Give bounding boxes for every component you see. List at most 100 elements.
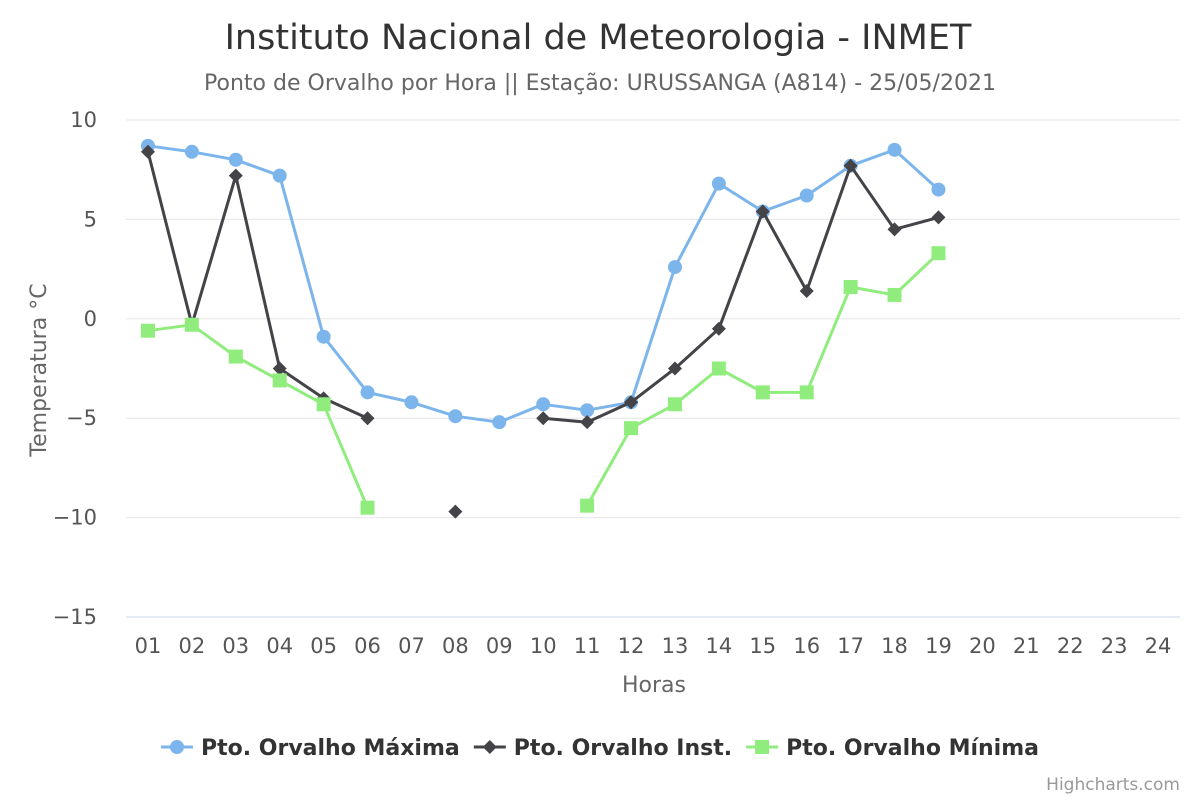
data-point[interactable] <box>316 397 331 412</box>
chart-title: Instituto Nacional de Meteorologia - INM… <box>225 18 972 58</box>
data-point[interactable] <box>228 168 243 183</box>
x-tick-label: 13 <box>662 634 689 658</box>
x-tick-label: 02 <box>179 634 206 658</box>
data-point[interactable] <box>360 500 375 515</box>
legend-item[interactable]: Pto. Orvalho Inst. <box>473 736 732 761</box>
x-tick-label: 23 <box>1101 634 1128 658</box>
data-point[interactable] <box>887 287 902 302</box>
x-tick-label: 06 <box>354 634 381 658</box>
y-tick-label: −15 <box>53 605 97 629</box>
x-tick-label: 17 <box>837 634 864 658</box>
x-tick-label: 01 <box>135 634 162 658</box>
data-point[interactable] <box>667 260 682 275</box>
series-2 <box>140 144 946 519</box>
data-point[interactable] <box>755 385 770 400</box>
x-tick-label: 15 <box>749 634 776 658</box>
series-1 <box>140 138 946 430</box>
x-axis-title: Horas <box>622 673 686 698</box>
series-3 <box>140 246 946 515</box>
y-tick-label: 10 <box>70 108 97 132</box>
x-tick-label: 19 <box>925 634 952 658</box>
data-point[interactable] <box>272 168 287 183</box>
data-point[interactable] <box>448 504 463 519</box>
data-point[interactable] <box>931 246 946 261</box>
x-tick-label: 09 <box>486 634 513 658</box>
data-point[interactable] <box>887 142 902 157</box>
data-point[interactable] <box>799 188 814 203</box>
y-axis-ticks: 10 5 0 −5 −10 −15 <box>53 108 97 629</box>
chart-subtitle: Ponto de Orvalho por Hora || Estação: UR… <box>204 71 996 96</box>
data-point[interactable] <box>624 395 639 410</box>
data-point[interactable] <box>536 411 551 426</box>
series-line <box>146 251 940 510</box>
x-tick-label: 16 <box>793 634 820 658</box>
x-tick-label: 10 <box>530 634 557 658</box>
legend-label: Pto. Orvalho Mínima <box>786 736 1039 761</box>
x-tick-label: 12 <box>618 634 645 658</box>
legend: Pto. Orvalho Máxima Pto. Orvalho Inst. Pto… <box>161 736 1039 761</box>
y-axis-title: Temperatura °C <box>27 283 52 457</box>
grid <box>126 119 1180 618</box>
data-point[interactable] <box>931 210 946 225</box>
data-point[interactable] <box>492 415 507 430</box>
legend-item[interactable]: Pto. Orvalho Mínima <box>746 736 1039 761</box>
x-tick-label: 24 <box>1145 634 1172 658</box>
data-point[interactable] <box>711 176 726 191</box>
x-tick-label: 07 <box>398 634 425 658</box>
legend-item[interactable]: Pto. Orvalho Máxima <box>161 736 460 761</box>
x-tick-label: 04 <box>266 634 293 658</box>
data-point[interactable] <box>228 152 243 167</box>
data-point[interactable] <box>272 373 287 388</box>
data-point[interactable] <box>272 361 287 376</box>
data-point[interactable] <box>184 317 199 332</box>
data-point[interactable] <box>580 415 595 430</box>
data-point[interactable] <box>316 329 331 344</box>
data-point[interactable] <box>404 395 419 410</box>
data-point[interactable] <box>843 279 858 294</box>
data-point[interactable] <box>711 361 726 376</box>
data-point[interactable] <box>667 361 682 376</box>
x-tick-label: 03 <box>222 634 249 658</box>
data-point[interactable] <box>360 411 375 426</box>
legend-symbol <box>755 740 770 754</box>
data-point[interactable] <box>931 182 946 197</box>
y-tick-label: 5 <box>84 207 97 231</box>
series-line <box>146 150 940 424</box>
x-tick-label: 20 <box>969 634 996 658</box>
series-group <box>140 138 946 519</box>
legend-symbol <box>170 740 184 754</box>
data-point[interactable] <box>580 498 595 513</box>
y-tick-label: −5 <box>66 406 97 430</box>
data-point[interactable] <box>887 222 902 237</box>
data-point[interactable] <box>624 421 639 436</box>
data-point[interactable] <box>799 283 814 298</box>
x-tick-label: 05 <box>310 634 337 658</box>
legend-label: Pto. Orvalho Inst. <box>514 736 732 761</box>
data-point[interactable] <box>580 403 595 418</box>
x-axis-ticks: 01 02 03 04 05 06 07 08 09 10 11 12 13 14 15 16 17 18 19 20… <box>135 634 1172 658</box>
data-point[interactable] <box>448 409 463 424</box>
y-tick-label: 0 <box>84 307 97 331</box>
data-point[interactable] <box>711 321 726 336</box>
x-tick-label: 18 <box>881 634 908 658</box>
data-point[interactable] <box>140 144 155 159</box>
data-point[interactable] <box>184 144 199 159</box>
data-point[interactable] <box>799 385 814 400</box>
x-tick-label: 11 <box>574 634 601 658</box>
data-point[interactable] <box>536 397 551 412</box>
x-tick-label: 22 <box>1057 634 1084 658</box>
x-tick-label: 08 <box>442 634 469 658</box>
data-point[interactable] <box>140 323 155 338</box>
data-point[interactable] <box>360 385 375 400</box>
series-line <box>146 144 940 424</box>
x-tick-label: 14 <box>706 634 733 658</box>
credits-link[interactable]: Highcharts.com <box>1046 775 1180 795</box>
legend-label: Pto. Orvalho Máxima <box>201 736 460 761</box>
data-point[interactable] <box>843 158 858 173</box>
y-tick-label: −10 <box>53 506 97 530</box>
data-point[interactable] <box>667 397 682 412</box>
x-tick-label: 21 <box>1013 634 1040 658</box>
data-point[interactable] <box>228 349 243 364</box>
data-point[interactable] <box>755 204 770 219</box>
